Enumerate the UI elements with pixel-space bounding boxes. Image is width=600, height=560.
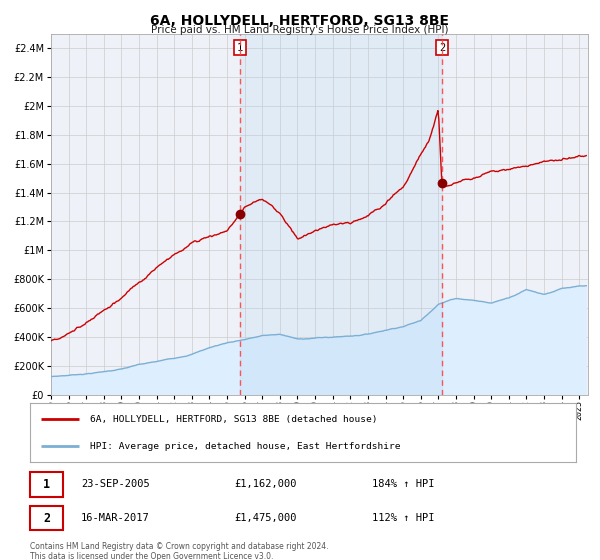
Text: 2: 2 xyxy=(439,43,445,53)
Text: 6A, HOLLYDELL, HERTFORD, SG13 8BE (detached house): 6A, HOLLYDELL, HERTFORD, SG13 8BE (detac… xyxy=(90,414,377,423)
Bar xyxy=(240,34,442,395)
Text: 16-MAR-2017: 16-MAR-2017 xyxy=(81,513,150,523)
Text: £1,162,000: £1,162,000 xyxy=(234,479,296,489)
Text: Price paid vs. HM Land Registry's House Price Index (HPI): Price paid vs. HM Land Registry's House … xyxy=(151,25,449,35)
Text: £1,475,000: £1,475,000 xyxy=(234,513,296,523)
Text: 112% ↑ HPI: 112% ↑ HPI xyxy=(372,513,434,523)
Text: 1: 1 xyxy=(237,43,243,53)
Text: 1: 1 xyxy=(43,478,50,491)
Text: Contains HM Land Registry data © Crown copyright and database right 2024.
This d: Contains HM Land Registry data © Crown c… xyxy=(30,542,329,560)
Text: 184% ↑ HPI: 184% ↑ HPI xyxy=(372,479,434,489)
Text: HPI: Average price, detached house, East Hertfordshire: HPI: Average price, detached house, East… xyxy=(90,442,401,451)
Text: 6A, HOLLYDELL, HERTFORD, SG13 8BE: 6A, HOLLYDELL, HERTFORD, SG13 8BE xyxy=(151,14,449,28)
Text: 2: 2 xyxy=(43,511,50,525)
Text: 23-SEP-2005: 23-SEP-2005 xyxy=(81,479,150,489)
